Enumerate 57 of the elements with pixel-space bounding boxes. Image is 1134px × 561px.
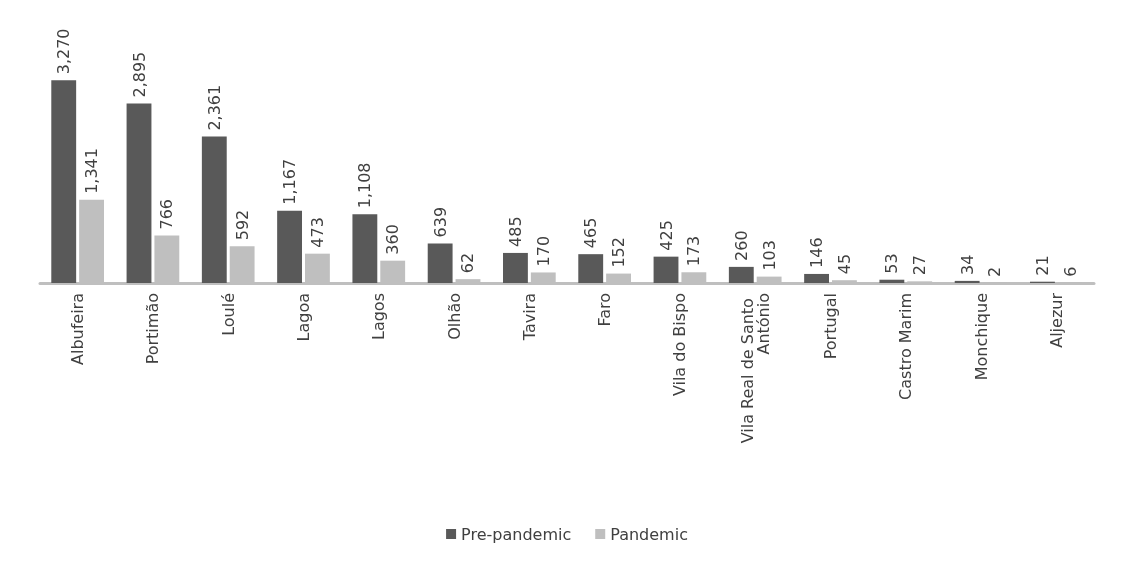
data-label: 465 <box>581 217 601 249</box>
bar <box>503 252 528 283</box>
data-label: 152 <box>609 237 629 268</box>
data-label: 425 <box>656 220 676 251</box>
data-label: 2 <box>985 266 1005 277</box>
x-tick-label: Portimão <box>143 293 163 365</box>
data-label: 146 <box>807 237 827 268</box>
bar <box>277 210 303 283</box>
x-tick-label: Lagos <box>369 293 389 340</box>
x-tick-label: Aljezur <box>1046 292 1066 348</box>
bar <box>51 80 77 283</box>
bar <box>352 214 378 283</box>
bar <box>954 280 980 283</box>
data-label: 639 <box>430 206 450 238</box>
bar <box>201 136 227 283</box>
data-label: 592 <box>232 209 252 241</box>
data-label: 170 <box>533 235 553 267</box>
data-label: 103 <box>759 240 779 271</box>
bar <box>804 273 830 283</box>
x-tick-label: Faro <box>595 293 615 327</box>
data-label: 3,270 <box>54 28 74 75</box>
data-label: 53 <box>882 253 902 274</box>
legend-label: Pandemic <box>610 524 688 544</box>
data-label: 173 <box>684 235 704 267</box>
data-label: 2,895 <box>129 51 149 98</box>
data-label: 260 <box>731 230 751 261</box>
data-label: 21 <box>1032 255 1052 276</box>
x-tick-label: Castro Marim <box>896 293 916 400</box>
x-tick-label: Vila Real de Santo António <box>737 293 773 444</box>
data-label: 27 <box>910 254 930 276</box>
data-label: 1,167 <box>280 158 300 205</box>
data-label: 62 <box>458 252 478 274</box>
x-tick-label: Portugal <box>821 293 840 360</box>
bar <box>427 243 453 283</box>
x-tick-label: Vila do Bispo <box>670 293 690 397</box>
data-label: 1,108 <box>355 162 375 209</box>
bar <box>126 103 152 283</box>
bar <box>879 279 905 283</box>
data-label: 1,341 <box>82 148 102 194</box>
data-label: 45 <box>834 253 854 275</box>
data-label: 6 <box>1060 266 1080 277</box>
x-tick-label: Lagoa <box>294 293 313 342</box>
data-label: 34 <box>957 254 977 275</box>
x-tick-label: Albufeira <box>68 293 88 365</box>
x-tick-label: Monchique <box>971 293 991 381</box>
data-label: 360 <box>383 224 403 255</box>
bar <box>728 266 754 283</box>
data-label: 485 <box>505 216 525 247</box>
data-label: 766 <box>157 198 177 230</box>
x-tick-label: Tavira <box>519 293 539 342</box>
x-tick-label: Loulé <box>218 293 238 336</box>
data-label: 473 <box>307 217 327 248</box>
bar <box>578 254 604 283</box>
data-label: 2,361 <box>204 84 224 131</box>
bar <box>653 256 679 283</box>
legend-label: Pre-pandemic <box>461 524 572 544</box>
x-tick-label: Olhão <box>444 293 464 340</box>
